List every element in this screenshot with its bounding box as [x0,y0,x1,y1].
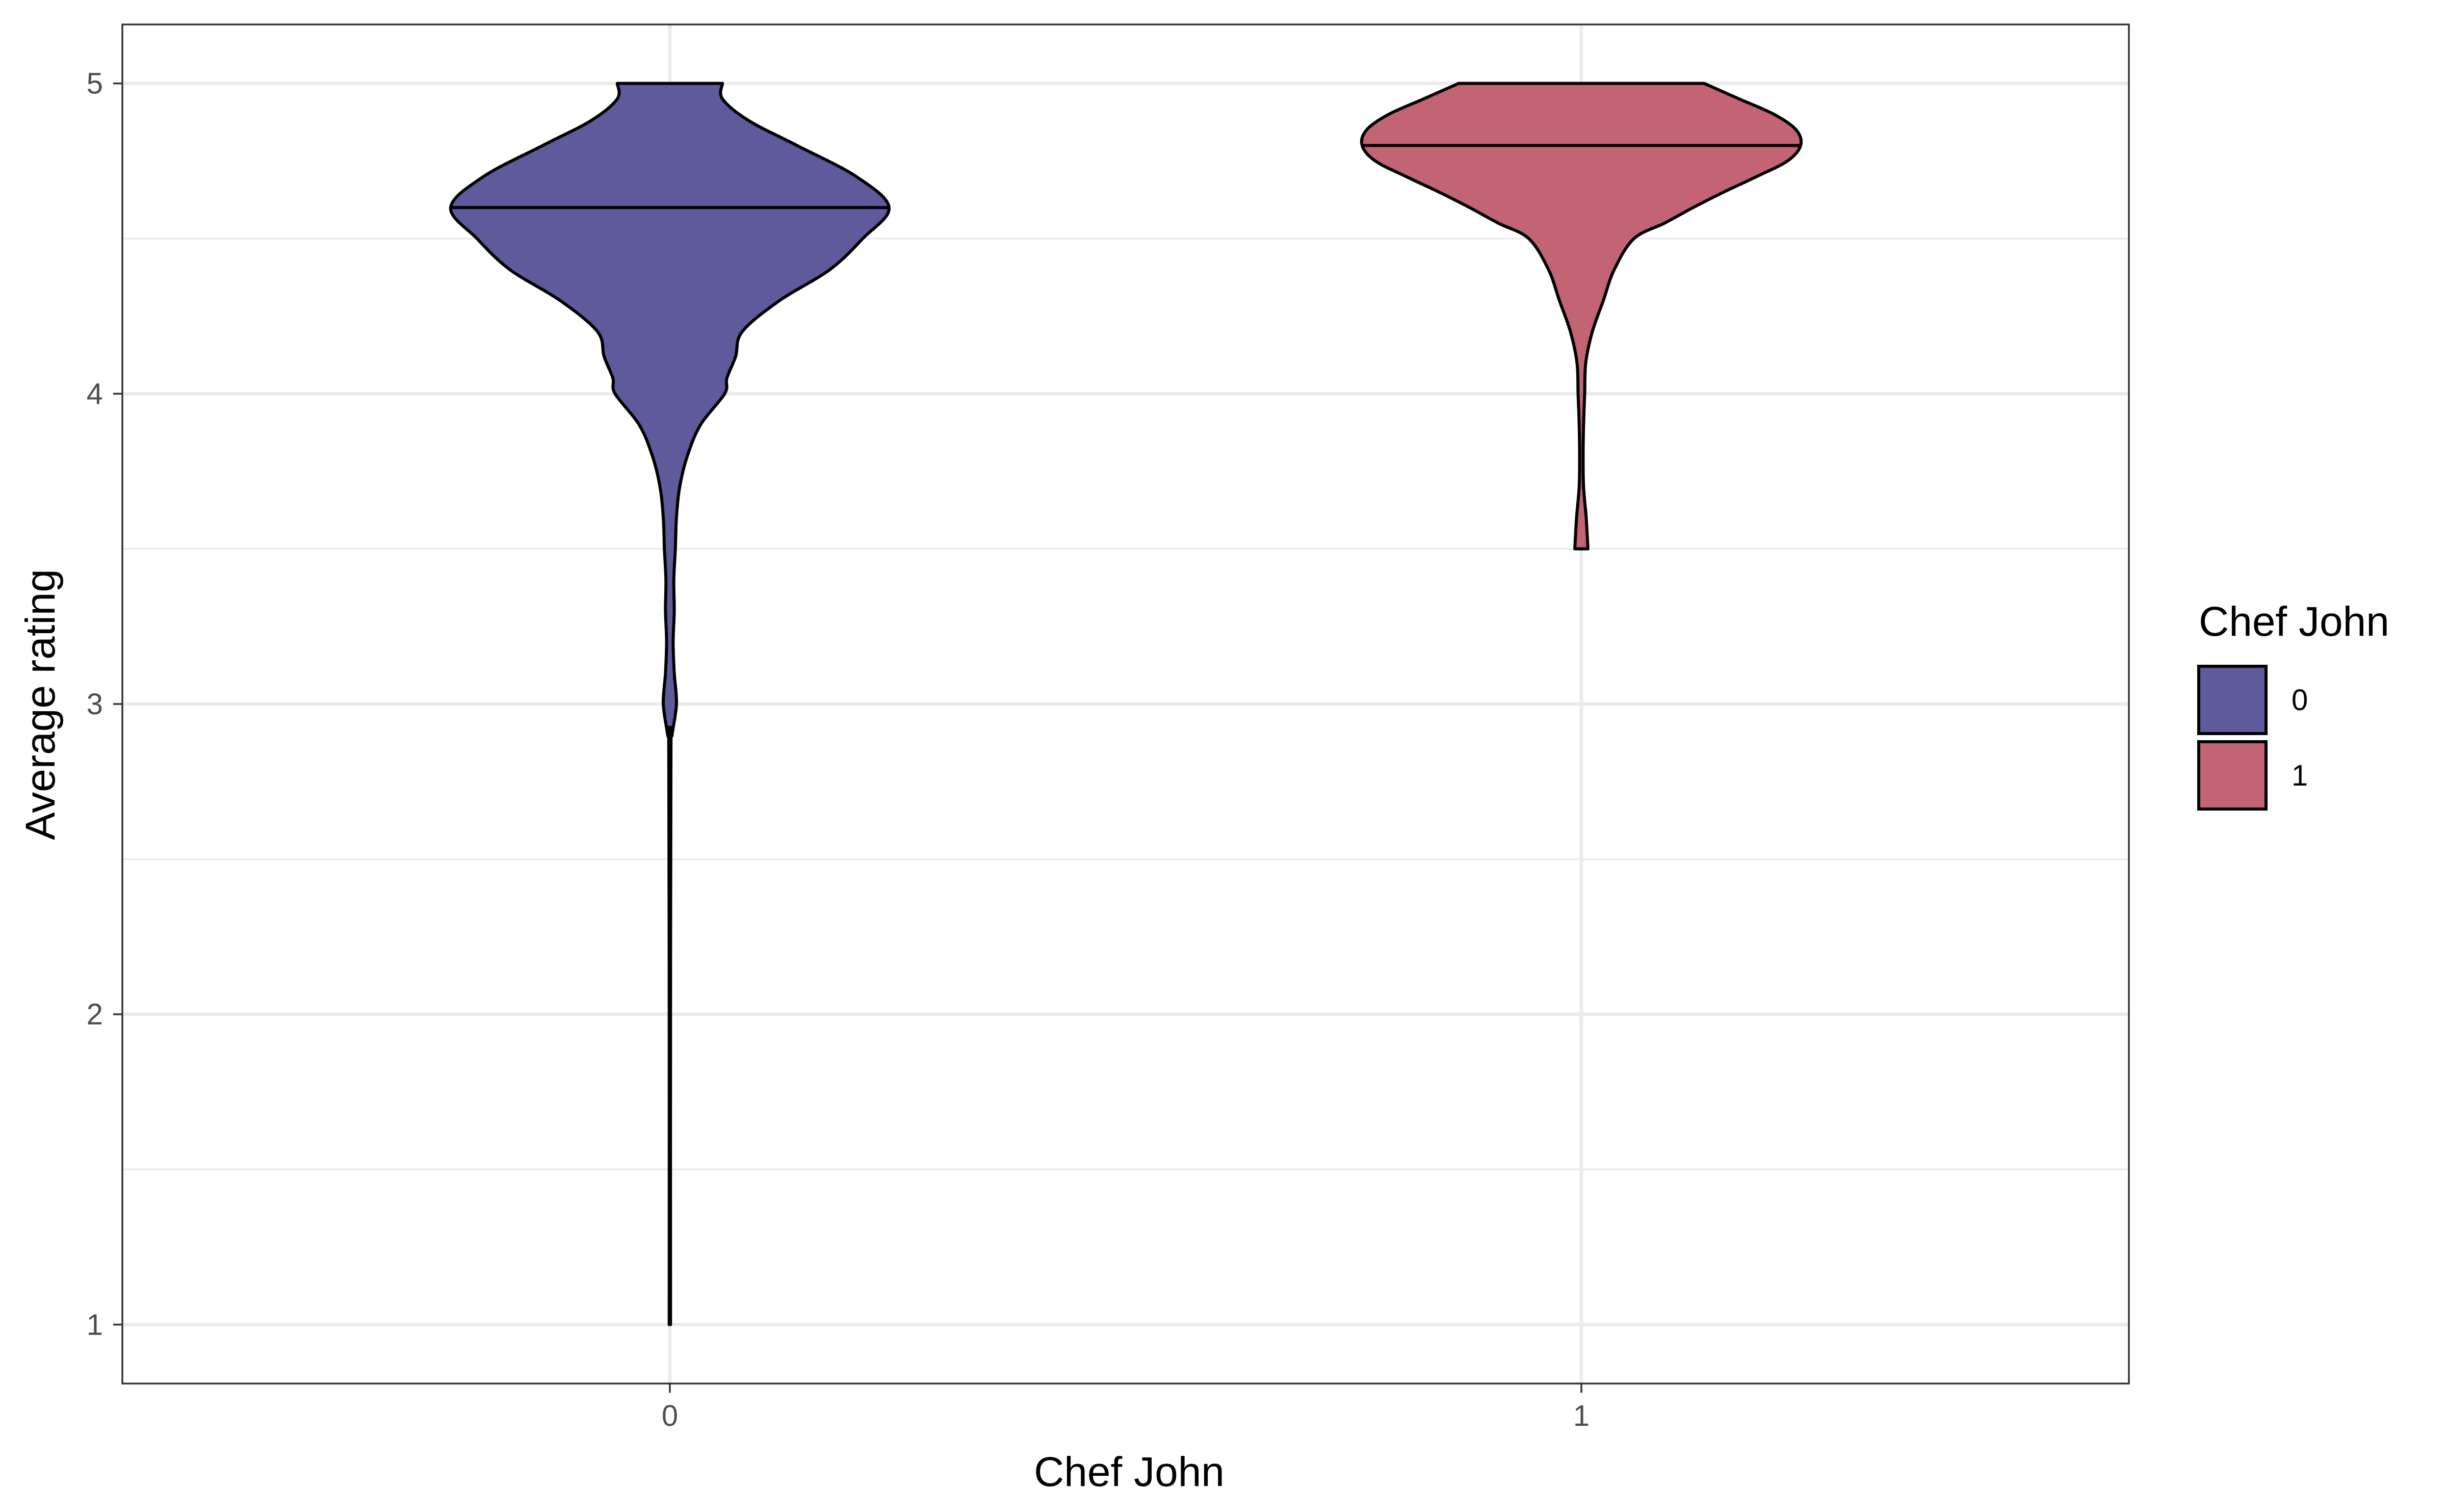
legend-key-0 [2197,665,2268,735]
x-axis-title: Chef John [1034,1449,1225,1495]
y-tick-label: 2 [87,998,103,1031]
y-tick-label: 3 [87,688,103,721]
violin-1 [1360,82,1803,551]
y-axis-title: Average rating [17,569,64,840]
legend-label-1: 1 [2292,759,2308,792]
legend-key-1 [2197,740,2268,811]
y-tick-label: 4 [87,377,103,410]
y-tick-label: 1 [87,1308,103,1341]
violin-0 [449,82,891,1326]
x-tick-label: 0 [662,1399,678,1432]
y-tick-label: 5 [87,67,103,100]
legend-label-0: 0 [2292,684,2308,717]
violins [449,82,1803,1326]
legend-title: Chef John [2199,598,2389,645]
y-axis: 1 2 3 4 5 [87,67,122,1341]
x-tick-label: 1 [1573,1399,1590,1432]
legend: Chef John 0 1 [2197,598,2389,811]
